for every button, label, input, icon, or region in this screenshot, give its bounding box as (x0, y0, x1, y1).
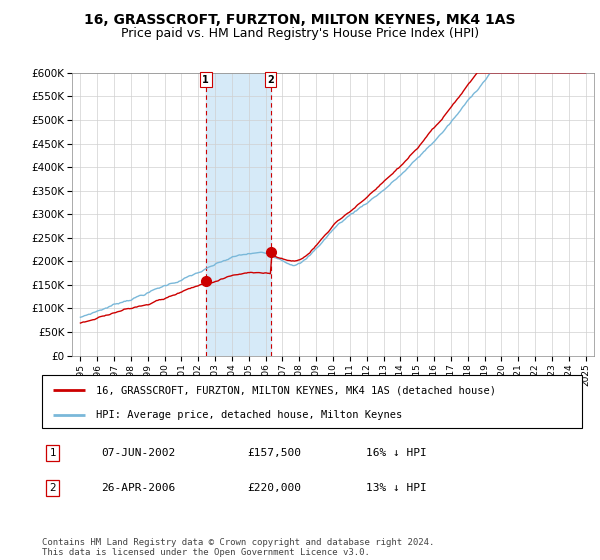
Bar (206, 73, 271, 356)
FancyBboxPatch shape (42, 375, 582, 428)
Text: 07-JUN-2002: 07-JUN-2002 (101, 448, 176, 458)
Text: £220,000: £220,000 (247, 483, 301, 493)
Text: 16, GRASSCROFT, FURZTON, MILTON KEYNES, MK4 1AS (detached house): 16, GRASSCROFT, FURZTON, MILTON KEYNES, … (96, 385, 496, 395)
Text: 1: 1 (49, 448, 56, 458)
Text: Price paid vs. HM Land Registry's House Price Index (HPI): Price paid vs. HM Land Registry's House … (121, 27, 479, 40)
Text: 2: 2 (49, 483, 56, 493)
Text: 13% ↓ HPI: 13% ↓ HPI (366, 483, 427, 493)
Text: 2: 2 (267, 75, 274, 85)
Text: 16% ↓ HPI: 16% ↓ HPI (366, 448, 427, 458)
Text: 1: 1 (202, 75, 209, 85)
Text: 26-APR-2006: 26-APR-2006 (101, 483, 176, 493)
Text: Contains HM Land Registry data © Crown copyright and database right 2024.
This d: Contains HM Land Registry data © Crown c… (42, 538, 434, 557)
Text: £157,500: £157,500 (247, 448, 301, 458)
Text: 16, GRASSCROFT, FURZTON, MILTON KEYNES, MK4 1AS: 16, GRASSCROFT, FURZTON, MILTON KEYNES, … (84, 13, 516, 27)
Text: HPI: Average price, detached house, Milton Keynes: HPI: Average price, detached house, Milt… (96, 410, 402, 420)
